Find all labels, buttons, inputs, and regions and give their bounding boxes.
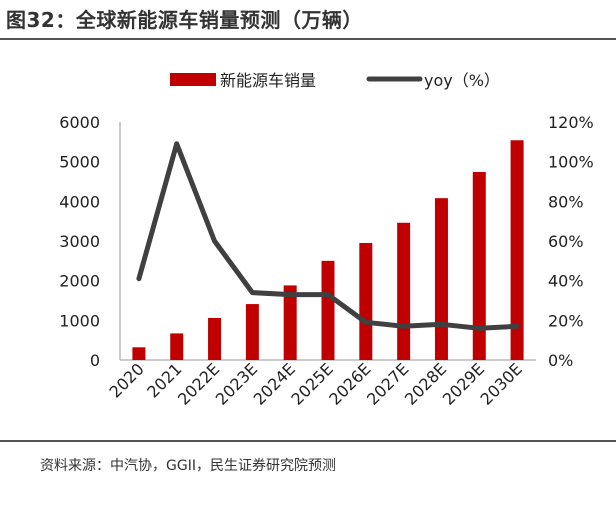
figure-title: 图32：全球新能源车销量预测（万辆） — [6, 8, 363, 32]
yoy-series — [136, 141, 520, 331]
y-left-tick-label: 3000 — [59, 232, 100, 251]
x-tick-label: 2025E — [287, 359, 336, 408]
y-right-tick-label: 40% — [548, 272, 584, 291]
legend-bar-label: 新能源车销量 — [220, 71, 316, 90]
bar-series — [132, 140, 524, 360]
legend-bar-swatch — [170, 73, 216, 86]
x-tick-label: 2020 — [106, 359, 148, 401]
source-note: 资料来源：中汽协，GGII，民生证券研究院预测 — [40, 458, 336, 474]
bar-2021 — [170, 333, 184, 360]
bar-2028E — [434, 198, 448, 360]
x-tick-label: 2022E — [174, 359, 223, 408]
y-left-tick-label: 4000 — [59, 192, 100, 211]
x-tick-label: 2030E — [477, 359, 526, 408]
bar-2020 — [132, 347, 146, 360]
y-right-tick-label: 100% — [548, 153, 594, 172]
chart: 新能源车销量 yoy（%） 0 1000 2000 3000 4000 5000 6000 0… — [59, 71, 594, 409]
y-left-tick-label: 0 — [90, 351, 100, 370]
y-right-tick-label: 80% — [548, 192, 584, 211]
x-tick-label: 2027E — [363, 359, 412, 408]
bar-2027E — [397, 222, 411, 360]
bar-2024E — [283, 285, 297, 360]
y-left-tick-label: 2000 — [59, 272, 100, 291]
bar-2030E — [510, 140, 524, 360]
title-divider — [0, 38, 616, 40]
y-right-tick-label: 60% — [548, 232, 584, 251]
y-left-tick-label: 5000 — [59, 153, 100, 172]
bar-2025E — [321, 260, 335, 360]
y-left-tick-label: 1000 — [59, 311, 100, 330]
x-tick-label: 2029E — [439, 359, 488, 408]
y-left-tick-label: 6000 — [59, 113, 100, 132]
bar-2023E — [245, 304, 259, 360]
x-tick-label: 2026E — [325, 359, 374, 408]
x-tick-label: 2028E — [401, 359, 450, 408]
bar-2022E — [208, 317, 222, 360]
bar-2029E — [472, 171, 486, 360]
y-right-tick-label: 0% — [548, 351, 573, 370]
x-tick-label: 2023E — [212, 359, 261, 408]
bottom-divider — [0, 440, 616, 442]
bar-2026E — [359, 242, 373, 360]
y-right-tick-label: 120% — [548, 113, 594, 132]
y-right-tick-label: 20% — [548, 311, 584, 330]
legend-line-label: yoy（%） — [424, 71, 500, 90]
x-tick-label: 2024E — [250, 359, 299, 408]
legend: 新能源车销量 yoy（%） — [170, 71, 500, 90]
